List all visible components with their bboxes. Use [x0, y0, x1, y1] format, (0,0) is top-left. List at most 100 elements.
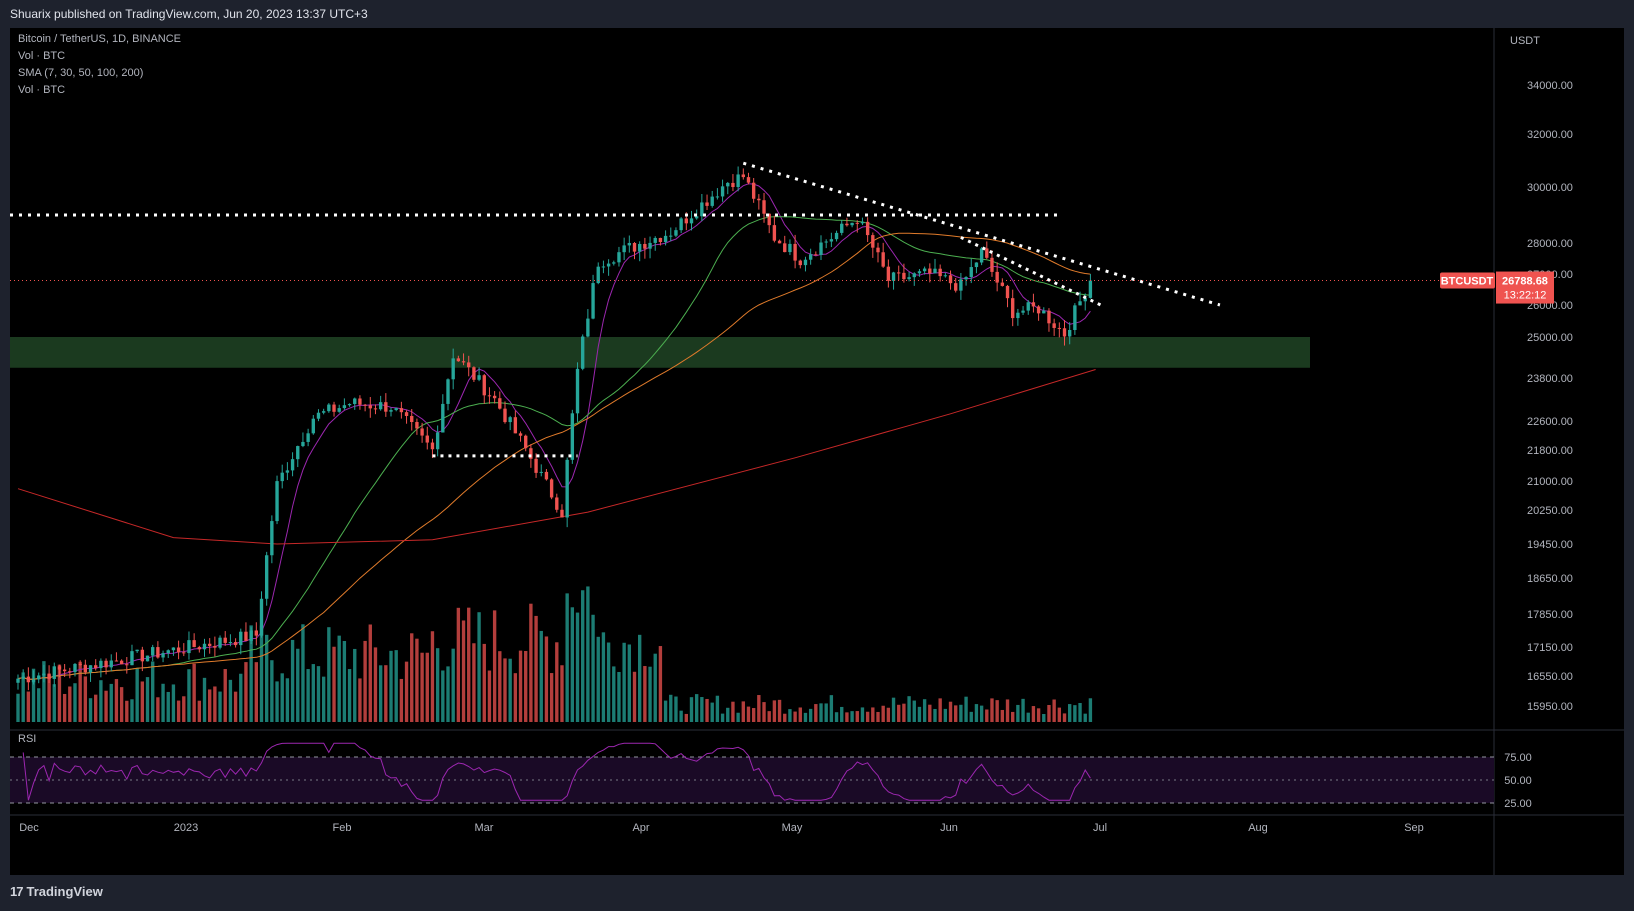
candle: [891, 272, 896, 281]
volume-bar: [1068, 704, 1072, 722]
candle: [803, 259, 808, 266]
price-tick: 15950.00: [1527, 701, 1573, 713]
candle: [228, 642, 233, 644]
legend-symbol[interactable]: Bitcoin / TetherUS, 1D, BINANCE: [18, 33, 182, 45]
inner-trendline: [960, 236, 1102, 307]
volume-bar: [301, 624, 305, 722]
sma-200-line: [17, 369, 1096, 545]
candle: [37, 675, 41, 680]
volume-bar: [145, 677, 150, 722]
rsi-tick: 75.00: [1504, 752, 1532, 764]
candle: [555, 497, 559, 510]
rsi-tick: 25.00: [1504, 798, 1532, 810]
candle: [840, 223, 844, 233]
price-tick: 25000.00: [1527, 332, 1573, 344]
candle: [736, 174, 740, 188]
candle: [140, 649, 145, 662]
candles: [16, 166, 1093, 691]
candle: [658, 237, 663, 243]
volume-bar: [197, 700, 202, 722]
last-price-badge: [1496, 271, 1554, 304]
candle: [969, 267, 973, 278]
volume-bar: [430, 631, 435, 722]
volume-bar: [575, 612, 580, 722]
candle: [881, 252, 885, 267]
candle: [477, 375, 481, 380]
volume-bar: [140, 681, 145, 722]
candle: [643, 243, 647, 249]
volume-bar: [156, 697, 160, 722]
volume-bar: [881, 705, 885, 722]
candle: [871, 235, 875, 248]
candle: [239, 631, 243, 646]
candle: [850, 222, 854, 226]
candle: [1042, 310, 1046, 314]
candle: [679, 218, 683, 231]
candle: [995, 271, 999, 283]
volume-bar: [922, 699, 927, 722]
volume-bar: [534, 615, 538, 722]
candle: [596, 266, 600, 284]
legend-vol-2[interactable]: Vol · BTC: [18, 84, 66, 96]
sma-50-line: [17, 232, 1091, 680]
candle: [669, 235, 673, 237]
candle: [285, 470, 290, 473]
candle: [715, 196, 720, 198]
last-price: 26788.68: [1502, 276, 1548, 288]
price-tick: 18650.00: [1527, 573, 1573, 585]
candle: [544, 471, 549, 480]
time-tick: Jun: [940, 822, 958, 834]
candle: [21, 676, 25, 679]
volume-bar: [933, 708, 937, 722]
candle: [819, 242, 823, 255]
volume-bar: [327, 627, 331, 722]
volume-bar: [736, 712, 740, 722]
candle: [938, 268, 942, 277]
candle: [332, 404, 336, 412]
candle: [280, 472, 284, 482]
candle: [182, 652, 186, 654]
candle: [1078, 301, 1082, 306]
volume-bar: [705, 698, 709, 722]
volume-bar: [363, 640, 367, 722]
tradingview-logo[interactable]: 17 TradingView: [10, 884, 103, 899]
candle: [1011, 298, 1015, 319]
volume-bar: [296, 648, 300, 722]
volume-bar: [638, 634, 642, 722]
volume-bar: [684, 713, 688, 722]
candle: [674, 230, 678, 236]
candle: [814, 254, 818, 256]
volume-bar: [218, 691, 222, 722]
volume-bar: [907, 696, 911, 722]
candle: [482, 375, 486, 396]
legend-sma[interactable]: SMA (7, 30, 50, 100, 200): [18, 67, 144, 79]
volume-bar: [658, 646, 663, 722]
volume-bar: [399, 678, 404, 722]
volume-bar: [467, 607, 471, 722]
candle: [161, 653, 165, 658]
volume-bar: [627, 644, 632, 722]
volume-bar: [425, 652, 429, 722]
rsi-line: [22, 742, 1091, 801]
candle: [57, 666, 62, 670]
candle: [202, 643, 207, 650]
time-tick: 2023: [174, 822, 198, 834]
volume-bar: [410, 633, 414, 722]
volume-bar: [617, 671, 621, 722]
volume-bar: [435, 648, 440, 722]
candle: [700, 202, 704, 217]
candle: [347, 403, 352, 406]
legend-vol[interactable]: Vol · BTC: [18, 50, 66, 62]
volume-bar: [135, 668, 139, 722]
candle: [88, 665, 93, 673]
candle: [316, 412, 321, 419]
publish-header: Shuarix published on TradingView.com, Ju…: [0, 0, 1634, 28]
volume-bar: [125, 700, 129, 722]
candle: [125, 664, 129, 666]
volume-bar: [897, 704, 901, 722]
candle: [824, 241, 828, 243]
candle: [922, 268, 927, 272]
volume-bar: [917, 706, 922, 722]
candle: [114, 660, 119, 662]
